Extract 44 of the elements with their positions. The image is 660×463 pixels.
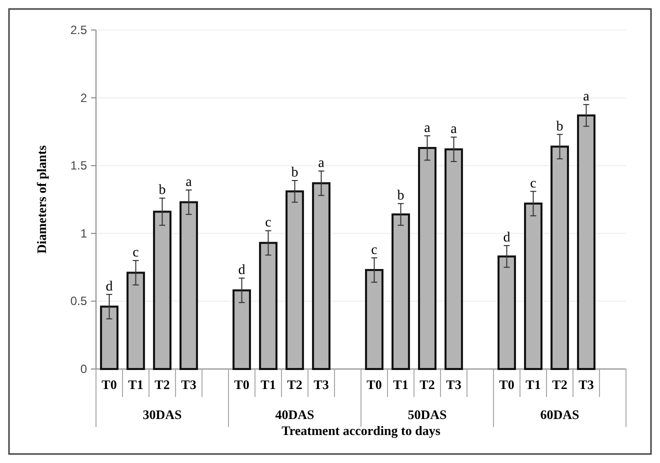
x-tick-label: T1 <box>128 377 144 392</box>
data-label: a <box>583 90 590 105</box>
text: 60DAS <box>540 407 580 422</box>
data-label: b <box>291 166 298 181</box>
data-label: a <box>186 175 193 190</box>
data-label: c <box>132 246 139 261</box>
y-tick-label: 2 <box>80 90 88 105</box>
x-axis-title: Treatment according to days <box>282 423 440 438</box>
x-tick-label: T2 <box>552 377 568 392</box>
data-label: b <box>158 183 166 198</box>
data-label: c <box>530 176 536 192</box>
x-tick-label: T2 <box>420 377 435 392</box>
data-label: a <box>424 120 432 136</box>
x-tick-label: T2 <box>154 377 170 392</box>
text: 50DAS <box>408 407 447 422</box>
y-axis-title: Diameters of plants <box>34 145 49 254</box>
x-tick-label: T2 <box>287 377 302 392</box>
x-tick-label: T1 <box>526 377 541 392</box>
y-tick-label: 1.5 <box>70 158 88 173</box>
data-label: d <box>503 230 510 246</box>
y-tick-label: 0.5 <box>70 294 88 308</box>
text: 30DAS <box>142 407 182 422</box>
x-tick-label: T3 <box>446 377 462 392</box>
data-label: d <box>238 263 246 278</box>
data-label: a <box>318 156 326 172</box>
x-tick-label: T1 <box>393 377 408 392</box>
y-tick-label: 0 <box>80 362 88 376</box>
x-tick-label: T3 <box>578 377 594 392</box>
x-tick-label: T1 <box>260 377 276 392</box>
text: 40DAS <box>275 407 314 422</box>
x-tick-label: T0 <box>499 377 514 392</box>
data-label: c <box>371 242 378 258</box>
data-label: b <box>397 188 404 204</box>
x-tick-label: T3 <box>314 377 330 392</box>
x-tick-label: T3 <box>181 377 197 392</box>
x-tick-label: T0 <box>366 377 382 392</box>
data-label: d <box>106 279 113 294</box>
data-label: c <box>265 216 272 231</box>
x-tick-label: T0 <box>102 377 117 392</box>
data-label: a <box>450 122 458 138</box>
y-tick-label: 2.5 <box>70 23 88 37</box>
data-label: b <box>556 119 564 134</box>
y-tick-label: 1 <box>80 226 88 240</box>
x-tick-label: T0 <box>234 377 250 392</box>
